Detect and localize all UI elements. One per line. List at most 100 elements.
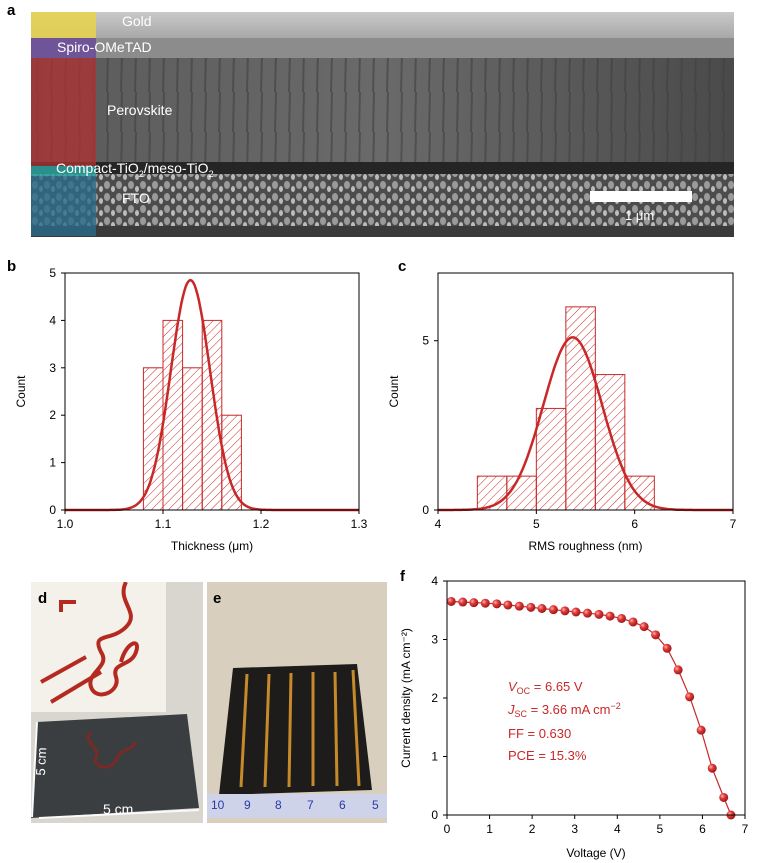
y-tick-label: 3 <box>431 633 438 647</box>
annotation-voc: VOC = 6.65 V <box>508 679 583 696</box>
layer-label-gold: Gold <box>122 13 152 29</box>
photo-d-drawing <box>31 582 203 823</box>
y-axis-title: Count <box>388 375 401 408</box>
chart-f: 0 1 2 3 4 5 6 7 0 1 2 3 4 Voltage (V) Current density … <box>399 574 749 860</box>
layer-label-perovskite: Perovskite <box>107 102 173 118</box>
ruler-tick: 5 <box>372 798 379 812</box>
gold-overlay <box>31 12 96 38</box>
sem-cross-section-image: Gold Spiro-OMeTAD Perovskite Compact-TiO… <box>31 12 734 237</box>
annotation-pce: PCE = 15.3% <box>508 748 587 763</box>
jv-data-point <box>514 601 524 611</box>
y-tick-label: 1 <box>49 456 56 470</box>
layer-label-spiro: Spiro-OMeTAD <box>57 39 152 55</box>
x-tick-label: 6 <box>699 822 706 836</box>
x-tick-label: 5 <box>657 822 664 836</box>
panel-label-b: b <box>7 258 17 275</box>
y-tick-label: 0 <box>422 503 429 517</box>
annotation-jsc: JSC = 3.66 mA cm−2 <box>507 701 621 719</box>
ruler-tick: 6 <box>339 798 346 812</box>
chart-b: 1.0 1.1 1.2 1.3 0 1 2 3 4 5 Thickness (μm) Count <box>14 266 368 553</box>
scale-bar-label: 1 μm <box>625 208 655 223</box>
jv-data-point <box>582 608 592 618</box>
jv-data-point <box>605 611 615 621</box>
x-tick-label: 3 <box>571 822 578 836</box>
jv-data-point <box>628 617 638 627</box>
histogram-bar <box>201 319 223 511</box>
panel-label-c: c <box>398 258 407 275</box>
photo-e-drawing <box>207 582 387 823</box>
perovskite-overlay <box>31 58 96 166</box>
plot-frame <box>437 272 734 511</box>
y-tick-label: 0 <box>49 503 56 517</box>
x-tick-label: 0 <box>444 822 451 836</box>
y-tick-label: 2 <box>49 408 56 422</box>
photo-d-flexible-module: 5 cm 5 cm <box>31 582 203 823</box>
x-tick-label: 4 <box>435 517 442 531</box>
jv-data-point <box>594 609 604 619</box>
fto-overlay <box>31 176 96 236</box>
photo-e-module: 10 9 8 7 6 5 <box>207 582 387 823</box>
layer-label-fto: FTO <box>122 190 150 206</box>
x-tick-label: 7 <box>730 517 737 531</box>
jv-data-point <box>469 598 479 608</box>
jv-data-point <box>571 607 581 617</box>
x-tick-label: 1.0 <box>57 517 74 531</box>
x-tick-label: 1.3 <box>351 517 368 531</box>
dimension-vertical: 5 cm <box>32 747 50 776</box>
jv-data-point <box>503 600 513 610</box>
jv-data-point <box>537 603 547 613</box>
sem-image-drawing <box>31 12 734 237</box>
jv-data-point <box>480 598 490 608</box>
jv-data-point <box>492 599 502 609</box>
jv-data-point <box>662 643 672 653</box>
scale-bar <box>590 191 692 202</box>
jv-data-point <box>446 596 456 606</box>
x-axis-title: Voltage (V) <box>566 846 625 860</box>
y-tick-label: 4 <box>49 313 56 327</box>
jv-data-point <box>560 606 570 616</box>
y-tick-label: 4 <box>431 574 438 588</box>
panel-label-e: e <box>213 590 222 607</box>
x-tick-label: 2 <box>529 822 536 836</box>
jv-data-point <box>651 630 661 640</box>
jv-data-point <box>526 602 536 612</box>
x-axis-title: RMS roughness (nm) <box>528 539 642 553</box>
y-axis-title: Current density (mA cm⁻²) <box>399 628 413 768</box>
ruler: 10 9 8 7 6 5 <box>209 795 385 817</box>
x-tick-label: 7 <box>742 822 749 836</box>
spiro-overlay <box>31 38 96 58</box>
histogram-bar <box>476 475 508 511</box>
histogram-bar <box>182 367 203 511</box>
ruler-tick: 8 <box>275 798 282 812</box>
jv-data-point <box>458 597 468 607</box>
ruler-tick: 10 <box>211 798 225 812</box>
y-tick-label: 0 <box>431 808 438 822</box>
jv-data-point <box>685 692 695 702</box>
y-tick-label: 5 <box>49 266 56 280</box>
plot-frame <box>64 272 360 511</box>
y-axis-title: Count <box>14 375 28 408</box>
y-tick-label: 1 <box>431 750 438 764</box>
chart-c: 4 5 6 7 0 5 RMS roughness (nm) Count <box>388 272 737 553</box>
panel-label-f: f <box>400 568 405 585</box>
y-tick-label: 5 <box>422 334 429 348</box>
histogram-bar <box>535 407 567 511</box>
jv-data-point <box>639 622 649 632</box>
jv-data-point <box>707 763 717 773</box>
jv-data-point <box>548 605 558 615</box>
ruler-tick: 7 <box>307 798 314 812</box>
x-axis-title: Thickness (μm) <box>171 539 253 553</box>
dimension-horizontal: 5 cm <box>103 801 134 817</box>
jv-data-point <box>617 613 627 623</box>
x-tick-label: 6 <box>631 517 638 531</box>
ruler-tick: 9 <box>244 798 251 812</box>
tio2-overlay <box>31 166 96 176</box>
x-tick-label: 1.2 <box>253 517 270 531</box>
jv-data-point <box>696 725 706 735</box>
x-tick-label: 5 <box>533 517 540 531</box>
annotation-ff: FF = 0.630 <box>508 726 571 741</box>
x-tick-label: 4 <box>614 822 621 836</box>
x-tick-label: 1 <box>486 822 493 836</box>
y-tick-label: 2 <box>431 691 438 705</box>
layer-label-tio2: Compact-TiO2/meso-TiO2 <box>56 160 214 179</box>
